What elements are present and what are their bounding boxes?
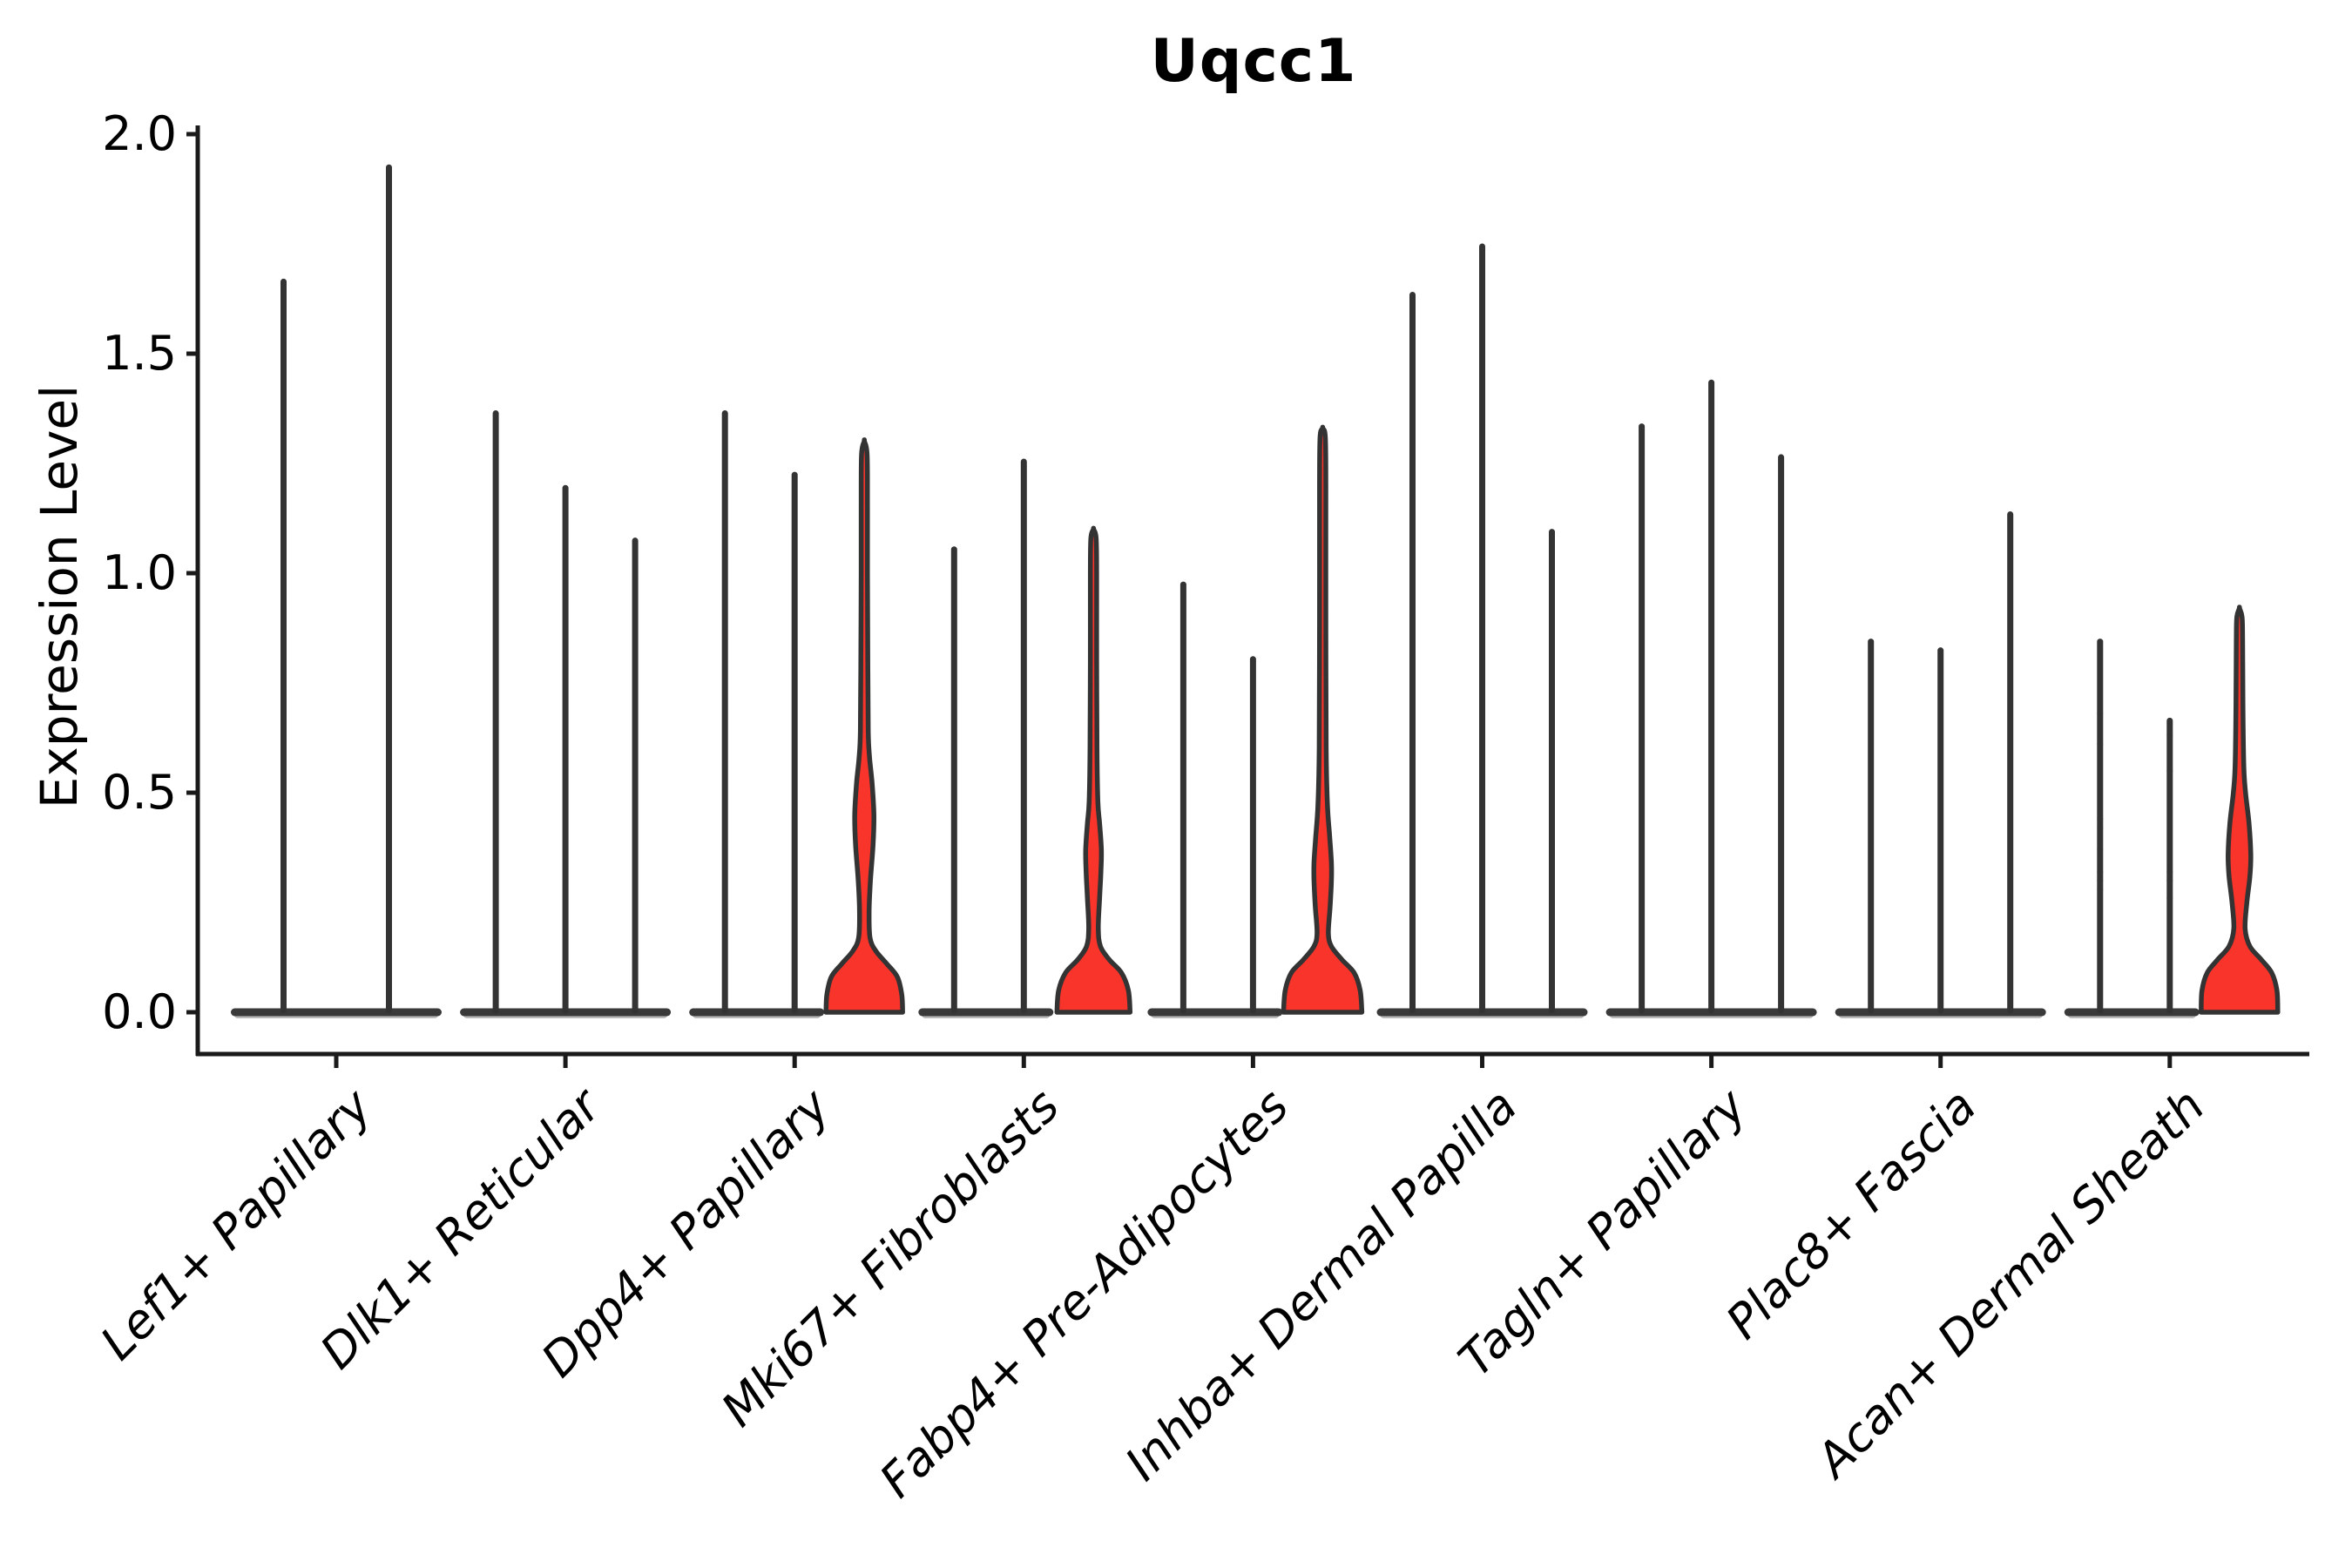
cell-point (2097, 886, 2104, 893)
cell-point (2166, 877, 2173, 884)
violin-base-shadow (1380, 1011, 1585, 1018)
cell-point (2166, 868, 2173, 875)
violin-highlighted (2199, 605, 2281, 1015)
violin-base-shadow (1609, 1011, 1814, 1018)
y-tick-label: 1.5 (102, 326, 177, 381)
violin-highlighted (823, 437, 905, 1015)
violin-highlighted (1281, 424, 1365, 1015)
violin-base-shadow (234, 1011, 438, 1018)
y-tick-label: 0.5 (102, 765, 177, 820)
y-tick-label: 2.0 (102, 106, 177, 161)
cell-point (2097, 847, 2104, 854)
cell-point (2097, 824, 2104, 831)
cell-point (2097, 868, 2104, 875)
cell-point (2097, 710, 2104, 717)
violin-base-shadow (463, 1011, 668, 1018)
violin-base-shadow (1151, 1011, 1280, 1018)
violin-base-shadow (922, 1011, 1051, 1018)
cell-point (2097, 877, 2104, 884)
y-tick-label: 0.0 (102, 984, 177, 1039)
cell-point (2097, 815, 2104, 822)
violin-highlighted (1054, 525, 1133, 1015)
cell-point (2166, 732, 2173, 739)
cell-point (2097, 741, 2104, 748)
y-tick-label: 1.0 (102, 545, 177, 600)
chart-title: Uqcc1 (1150, 27, 1357, 96)
violin-base-shadow (2067, 1011, 2196, 1018)
cell-point (2166, 767, 2173, 774)
cell-point (2166, 895, 2173, 902)
violin-base-shadow (1838, 1011, 2043, 1018)
violin-base-shadow (693, 1011, 821, 1018)
